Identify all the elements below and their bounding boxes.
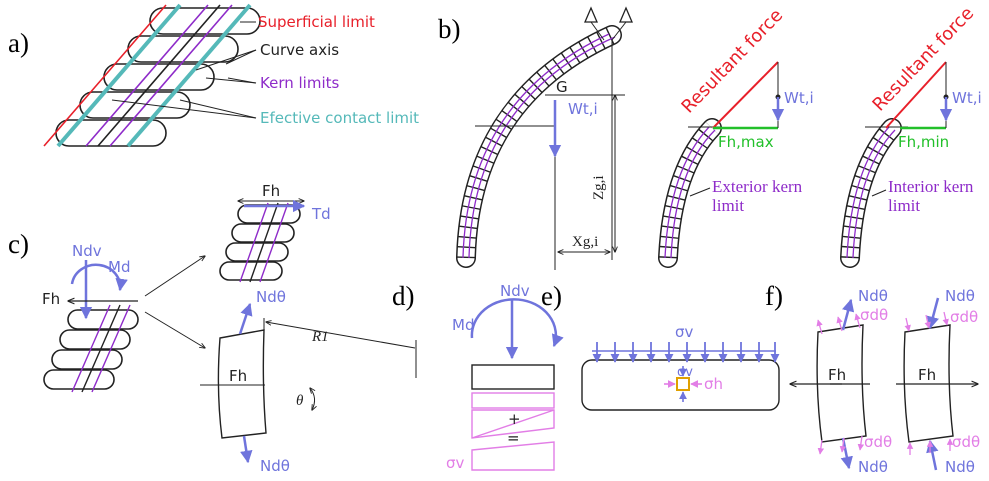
panel-b: b) G Wt,i Zg,i Xg,i Res xyxy=(438,3,982,270)
sigma-v-label-d: σv xyxy=(446,454,465,472)
fh-min-label: Fh,min xyxy=(898,133,949,151)
weight-label: Wt,i xyxy=(568,100,598,118)
arch-left-kern-2 xyxy=(468,36,616,259)
td-label: Td xyxy=(311,205,331,223)
arch-left-fill xyxy=(457,26,621,267)
arch-left-kern-1 xyxy=(462,33,610,259)
interior-kern-label-2: limit xyxy=(888,196,920,215)
panel-label-d: d) xyxy=(392,281,415,311)
panel-label-e: e) xyxy=(541,281,562,311)
fh-label-top: Fh xyxy=(262,182,280,200)
resultant-force-label-1: Resultant force xyxy=(677,5,787,118)
voussoir xyxy=(217,329,267,439)
md-moment-arrow xyxy=(70,263,128,292)
fh-label-f-left: Fh xyxy=(828,366,846,384)
fh-label-voussoir: Fh xyxy=(229,367,247,385)
equals-sign: = xyxy=(507,429,520,447)
ndtheta-label-f-bl: Ndθ xyxy=(858,458,888,476)
theta-label: θ xyxy=(296,393,304,409)
fh-label-left: Fh xyxy=(42,290,60,308)
ndtheta-arrow-top xyxy=(238,302,253,335)
sigma-dtheta-label-f-br: σdθ xyxy=(952,433,980,451)
ndtheta-label-f-tr: Ndθ xyxy=(945,287,975,305)
sigma-dtheta-label-f-bl: σdθ xyxy=(864,433,892,451)
panel-e: e) σv σv σh xyxy=(541,281,780,411)
kern-limit-line-left xyxy=(85,4,209,147)
ndtheta-arrow-bottom xyxy=(240,435,253,464)
distributed-load xyxy=(592,342,780,363)
sigma-v-label-e: σv xyxy=(675,323,694,341)
sigma-dtheta-label-f-tl: σdθ xyxy=(860,306,888,324)
panel-label-b: b) xyxy=(438,14,461,44)
exterior-kern-label-1: Exterior kern xyxy=(712,177,803,196)
uniform-stress-block xyxy=(471,392,555,409)
superficial-limit-label: Superficial limit xyxy=(258,13,375,31)
kern-limits-label: Kern limits xyxy=(260,74,339,92)
r1-label: R1 xyxy=(311,329,329,345)
panel-label-a: a) xyxy=(8,28,29,58)
sigma-v-small-label: σv xyxy=(677,365,693,380)
ndtheta-label-top: Ndθ xyxy=(256,288,286,306)
combined-stress-block xyxy=(471,441,555,471)
curve-axis-label: Curve axis xyxy=(260,41,339,59)
plus-sign: + xyxy=(508,410,521,428)
theta-arc xyxy=(310,388,315,410)
ndv-label-c: Ndv xyxy=(72,242,102,260)
support-icon xyxy=(584,6,598,23)
brick-stack-top xyxy=(219,204,301,281)
md-label-c: Md xyxy=(108,258,130,276)
xg-label: Xg,i xyxy=(572,234,598,250)
contact-limit-line-left xyxy=(56,3,182,148)
panel-c: c) Ndv Md Fh Fh Td xyxy=(8,182,417,475)
centroid-g-label: G xyxy=(556,78,568,96)
superficial-limit-line xyxy=(43,4,167,147)
resultant-force-line-exterior xyxy=(712,61,779,129)
panel-d: d) Ndv Md + = σv xyxy=(392,281,564,472)
contact-limit-line-right xyxy=(126,3,252,148)
weight-label-3: Wt,i xyxy=(952,89,982,107)
curve-axis-line xyxy=(97,4,221,147)
contact-limit-label: Efective contact limit xyxy=(260,109,419,127)
fh-max-label: Fh,max xyxy=(718,133,774,151)
stress-element xyxy=(676,377,690,391)
section-block xyxy=(471,364,555,390)
leader-lines-a xyxy=(111,21,257,119)
panel-f: f) Ndθ σdθ Fh σdθ Ndθ xyxy=(765,281,980,476)
exterior-kern-label-2: limit xyxy=(712,196,744,215)
ndtheta-label-bottom: Ndθ xyxy=(260,457,290,475)
resultant-force-line-interior xyxy=(885,61,947,129)
sigma-h-label: σh xyxy=(704,375,723,393)
fh-label-f-right: Fh xyxy=(918,366,936,384)
panel-label-c: c) xyxy=(8,229,29,259)
ndv-label-d: Ndv xyxy=(500,282,530,300)
panel-a: a) Superficial limit Curve axis Kern lim… xyxy=(8,3,419,148)
md-moment-arrow-d xyxy=(470,298,564,348)
kern-limit-line-right xyxy=(109,4,233,147)
md-label-d: Md xyxy=(452,316,474,334)
ndtheta-label-f-tl: Ndθ xyxy=(858,287,888,305)
ndtheta-label-f-br: Ndθ xyxy=(945,458,975,476)
weight-label-2: Wt,i xyxy=(784,89,814,107)
panel-label-f: f) xyxy=(765,281,783,311)
interior-kern-label-1: Interior kern xyxy=(888,177,974,196)
support-icon xyxy=(619,6,633,23)
radius-line xyxy=(266,322,416,349)
sigma-dtheta-label-f-tr: σdθ xyxy=(950,308,978,326)
zg-label: Zg,i xyxy=(591,175,607,200)
brick-stack-left xyxy=(43,309,139,390)
